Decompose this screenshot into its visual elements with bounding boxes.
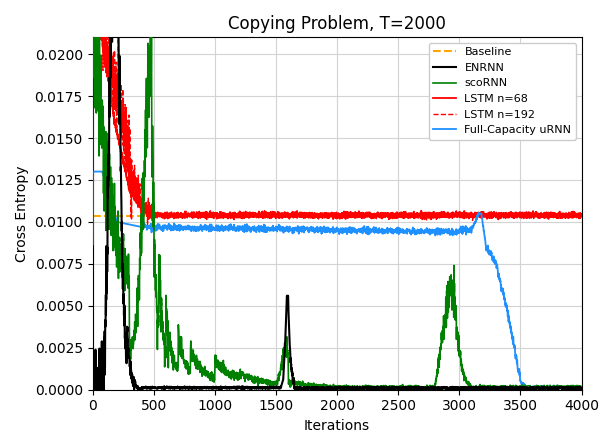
Full-Capacity uRNN — [527, 386, 535, 391]
LSTM n=68 — [444, 212, 451, 217]
scoRNN — [89, 18, 96, 23]
Title: Copying Problem, T=2000: Copying Problem, T=2000 — [228, 15, 446, 33]
Line: scoRNN: scoRNN — [93, 21, 581, 390]
scoRNN — [295, 381, 302, 386]
scoRNN — [538, 384, 546, 389]
Baseline — [89, 214, 96, 219]
LSTM n=68 — [578, 214, 585, 220]
ENRNN — [89, 387, 96, 392]
LSTM n=192 — [295, 211, 302, 216]
LSTM n=192 — [578, 214, 585, 219]
LSTM n=192 — [89, 34, 96, 40]
ENRNN — [107, 18, 115, 23]
ENRNN — [322, 386, 329, 392]
ENRNN — [538, 386, 546, 391]
Baseline — [89, 214, 96, 219]
X-axis label: Iterations: Iterations — [304, 419, 370, 433]
Full-Capacity uRNN — [538, 384, 546, 389]
LSTM n=192 — [99, 18, 107, 23]
ENRNN — [89, 365, 96, 370]
LSTM n=192 — [322, 210, 329, 215]
Legend: Baseline, ENRNN, scoRNN, LSTM n=68, LSTM n=192, Full-Capacity uRNN: Baseline, ENRNN, scoRNN, LSTM n=68, LSTM… — [429, 43, 576, 140]
Line: Full-Capacity uRNN: Full-Capacity uRNN — [93, 172, 581, 388]
ENRNN — [578, 386, 585, 392]
Full-Capacity uRNN — [578, 385, 585, 391]
Y-axis label: Cross Entropy: Cross Entropy — [15, 165, 29, 262]
LSTM n=192 — [563, 212, 570, 218]
ENRNN — [563, 387, 570, 392]
Line: LSTM n=192: LSTM n=192 — [93, 21, 581, 226]
scoRNN — [445, 279, 452, 284]
scoRNN — [563, 384, 570, 389]
LSTM n=192 — [144, 223, 151, 228]
Full-Capacity uRNN — [89, 169, 96, 174]
LSTM n=68 — [494, 217, 502, 222]
LSTM n=192 — [298, 213, 306, 219]
Line: LSTM n=68: LSTM n=68 — [93, 35, 581, 220]
LSTM n=68 — [298, 212, 306, 217]
ENRNN — [295, 385, 302, 391]
Line: ENRNN: ENRNN — [93, 21, 581, 390]
LSTM n=68 — [563, 215, 570, 220]
Full-Capacity uRNN — [298, 224, 306, 229]
Full-Capacity uRNN — [89, 241, 96, 247]
Full-Capacity uRNN — [295, 228, 302, 234]
LSTM n=68 — [538, 214, 546, 220]
scoRNN — [337, 387, 344, 392]
ENRNN — [298, 386, 306, 391]
LSTM n=68 — [95, 32, 102, 38]
ENRNN — [445, 386, 452, 392]
scoRNN — [89, 202, 96, 208]
LSTM n=68 — [89, 36, 96, 42]
LSTM n=68 — [295, 212, 302, 218]
scoRNN — [321, 384, 328, 390]
Full-Capacity uRNN — [321, 228, 328, 233]
Full-Capacity uRNN — [563, 384, 570, 390]
Full-Capacity uRNN — [444, 230, 451, 235]
scoRNN — [298, 381, 306, 386]
LSTM n=68 — [321, 212, 328, 217]
scoRNN — [578, 384, 585, 389]
LSTM n=192 — [538, 212, 546, 217]
LSTM n=192 — [445, 213, 452, 218]
